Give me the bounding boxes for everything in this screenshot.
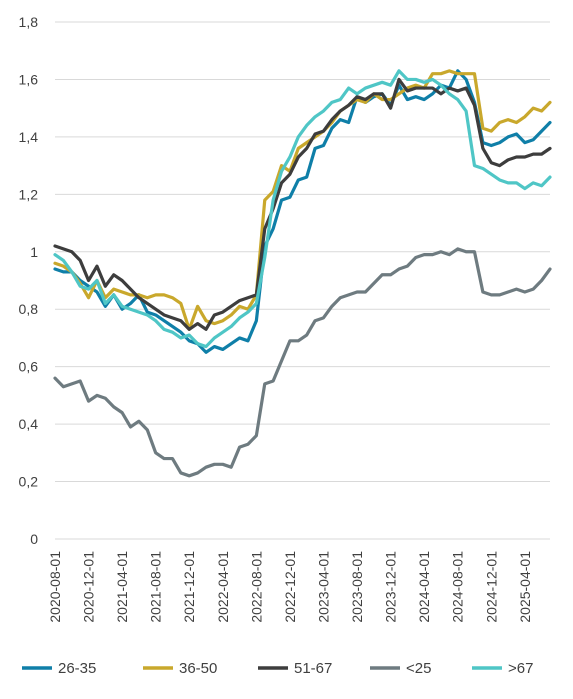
legend-label: <25 xyxy=(406,660,431,677)
y-tick-label: 1 xyxy=(30,244,38,260)
y-axis-tick-labels: 0 0,2 0,4 0,6 0,8 1 1,2 1,4 1,6 1,8 xyxy=(19,14,39,547)
y-tick-label: 1,4 xyxy=(19,129,39,145)
y-tick-label: 0 xyxy=(30,531,38,547)
x-tick-label: 2023-04-01 xyxy=(315,551,331,623)
y-tick-label: 1,2 xyxy=(19,186,39,202)
series-line-4 xyxy=(53,69,552,349)
x-tick-label: 2024-04-01 xyxy=(416,551,432,623)
x-tick-label: 2020-12-01 xyxy=(81,551,97,623)
legend: 26-35 36-50 51-67 <25 >67 xyxy=(22,660,533,677)
x-tick-label: 2020-08-01 xyxy=(47,551,63,623)
y-tick-label: 0,8 xyxy=(19,301,39,317)
y-tick-label: 1,6 xyxy=(19,71,39,87)
x-tick-label: 2021-12-01 xyxy=(181,551,197,623)
legend-label: 36-50 xyxy=(179,660,217,677)
x-tick-label: 2025-04-01 xyxy=(517,551,533,623)
legend-label: 26-35 xyxy=(58,660,96,677)
x-tick-label: 2022-04-01 xyxy=(215,551,231,623)
x-tick-label: 2024-08-01 xyxy=(450,551,466,623)
x-tick-label: 2021-04-01 xyxy=(114,551,130,623)
y-tick-label: 1,8 xyxy=(19,14,39,30)
x-tick-label: 2024-12-01 xyxy=(483,551,499,623)
y-tick-label: 0,2 xyxy=(19,474,39,490)
x-tick-label: 2023-12-01 xyxy=(383,551,399,623)
y-tick-label: 0,4 xyxy=(19,416,39,432)
x-tick-label: 2021-08-01 xyxy=(148,551,164,623)
legend-label: 51-67 xyxy=(294,660,332,677)
gridlines xyxy=(55,21,550,540)
series-line-3 xyxy=(53,247,552,478)
x-axis-tick-labels: 2020-08-01 2020-12-01 2021-04-01 2021-08-01… xyxy=(47,551,533,623)
x-tick-label: 2022-12-01 xyxy=(282,551,298,623)
legend-label: >67 xyxy=(508,660,533,677)
x-tick-label: 2023-08-01 xyxy=(349,551,365,623)
series-lines xyxy=(53,69,552,478)
series-line-2 xyxy=(53,77,552,331)
y-tick-label: 0,6 xyxy=(19,359,39,375)
x-tick-label: 2022-08-01 xyxy=(248,551,264,623)
